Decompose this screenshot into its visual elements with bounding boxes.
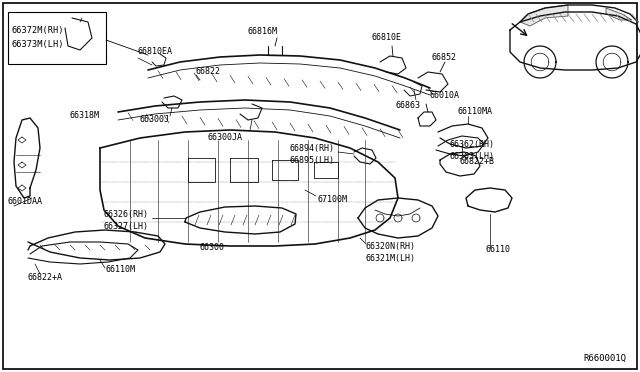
Text: R660001Q: R660001Q	[583, 353, 626, 362]
Text: 66822+A: 66822+A	[28, 273, 63, 282]
Text: 66326(RH): 66326(RH)	[103, 209, 148, 218]
Text: 66300J: 66300J	[140, 115, 170, 125]
Text: 66810E: 66810E	[372, 33, 402, 42]
Text: 66816M: 66816M	[247, 28, 277, 36]
Polygon shape	[606, 8, 632, 20]
Text: 66110MA: 66110MA	[458, 108, 493, 116]
Text: 6601DAA: 6601DAA	[8, 198, 43, 206]
Text: 66110: 66110	[486, 246, 511, 254]
Text: 66852: 66852	[432, 54, 457, 62]
Text: 66362(RH): 66362(RH)	[450, 140, 495, 148]
Text: 66822+B: 66822+B	[460, 157, 495, 167]
Text: 66010A: 66010A	[430, 92, 460, 100]
Text: 66894(RH): 66894(RH)	[290, 144, 335, 153]
Text: 66810EA: 66810EA	[138, 48, 173, 57]
Text: 66372M(RH): 66372M(RH)	[12, 26, 65, 35]
Text: 66863: 66863	[396, 102, 421, 110]
Text: 66318M: 66318M	[70, 112, 100, 121]
Polygon shape	[520, 5, 568, 26]
Text: 66363(LH): 66363(LH)	[450, 151, 495, 160]
Text: 66110M: 66110M	[105, 266, 135, 275]
Text: 66373M(LH): 66373M(LH)	[12, 39, 65, 48]
Text: 66895(LH): 66895(LH)	[290, 155, 335, 164]
Bar	[8, 12, 106, 64]
Text: 66320N(RH): 66320N(RH)	[366, 241, 416, 250]
Text: 67100M: 67100M	[318, 196, 348, 205]
Text: 66327(LH): 66327(LH)	[103, 221, 148, 231]
Text: 66300JA: 66300JA	[208, 134, 243, 142]
Text: 66321M(LH): 66321M(LH)	[366, 253, 416, 263]
Text: 66822: 66822	[196, 67, 221, 77]
Text: 66300: 66300	[200, 244, 225, 253]
